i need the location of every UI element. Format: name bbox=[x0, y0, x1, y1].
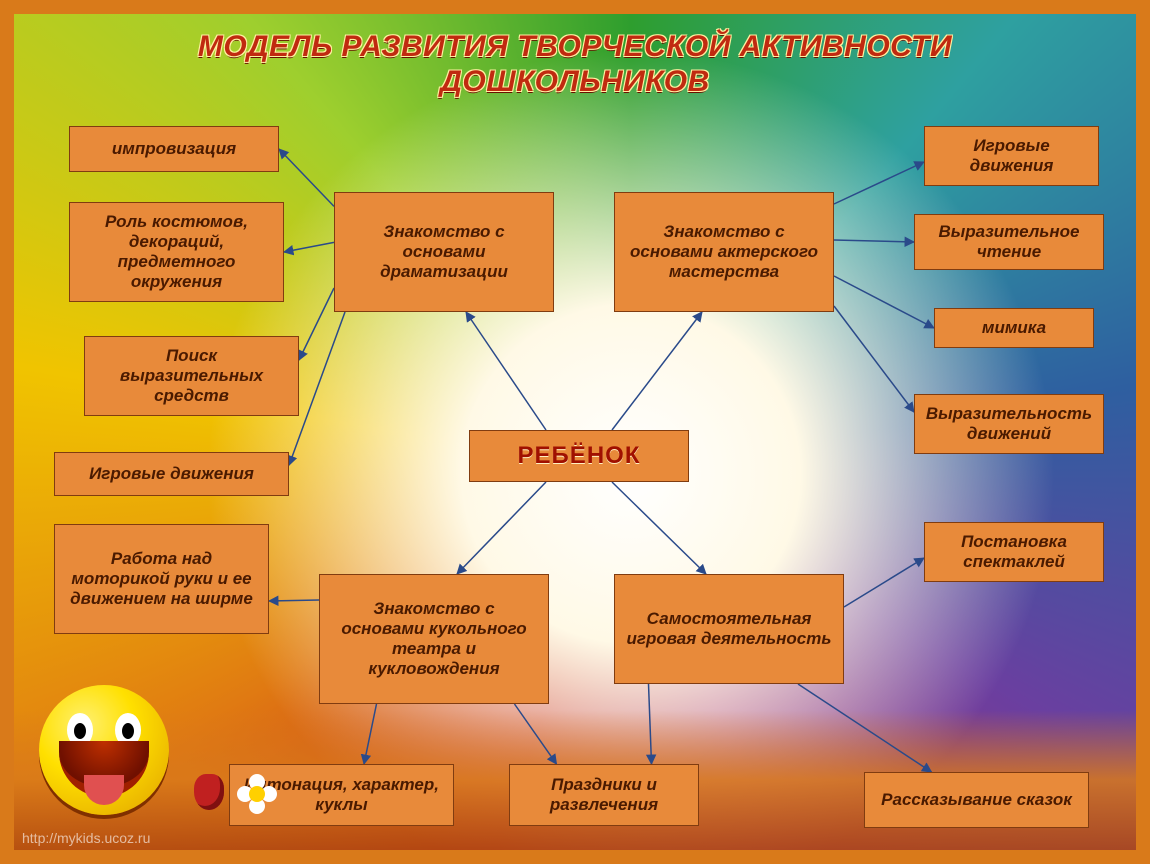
node-holidays: Праздники и развлечения bbox=[509, 764, 699, 826]
footer-url: http://mykids.ucoz.ru bbox=[22, 830, 150, 846]
node-mimika: мимика bbox=[934, 308, 1094, 348]
diagram-stage: МОДЕЛЬ РАЗВИТИЯ ТВОРЧЕСКОЙ АКТИВНОСТИ ДО… bbox=[0, 0, 1150, 864]
node-improv: импровизация bbox=[69, 126, 279, 172]
node-playmoves-r: Игровые движения bbox=[924, 126, 1099, 186]
node-playmoves-l: Игровые движения bbox=[54, 452, 289, 496]
berry-decor bbox=[194, 774, 224, 810]
node-motor: Работа над моторикой руки и ее движением… bbox=[54, 524, 269, 634]
node-search: Поиск выразительных средств bbox=[84, 336, 299, 416]
smiley-decor bbox=[39, 685, 169, 815]
node-drama: Знакомство с основами драматизации bbox=[334, 192, 554, 312]
node-reading: Выразительное чтение bbox=[914, 214, 1104, 270]
node-central: РЕБЁНОК bbox=[469, 430, 689, 482]
node-costumes: Роль костюмов, декораций, предметного ок… bbox=[69, 202, 284, 302]
node-puppet: Знакомство с основами кукольного театра … bbox=[319, 574, 549, 704]
flower-decor bbox=[239, 776, 275, 812]
node-tales: Рассказывание сказок bbox=[864, 772, 1089, 828]
node-staging: Постановка спектаклей bbox=[924, 522, 1104, 582]
node-selfplay: Самостоятельная игровая деятельность bbox=[614, 574, 844, 684]
node-acting: Знакомство с основами актерского мастерс… bbox=[614, 192, 834, 312]
node-expr-moves: Выразительность движений bbox=[914, 394, 1104, 454]
page-title: МОДЕЛЬ РАЗВИТИЯ ТВОРЧЕСКОЙ АКТИВНОСТИ ДО… bbox=[14, 30, 1136, 99]
